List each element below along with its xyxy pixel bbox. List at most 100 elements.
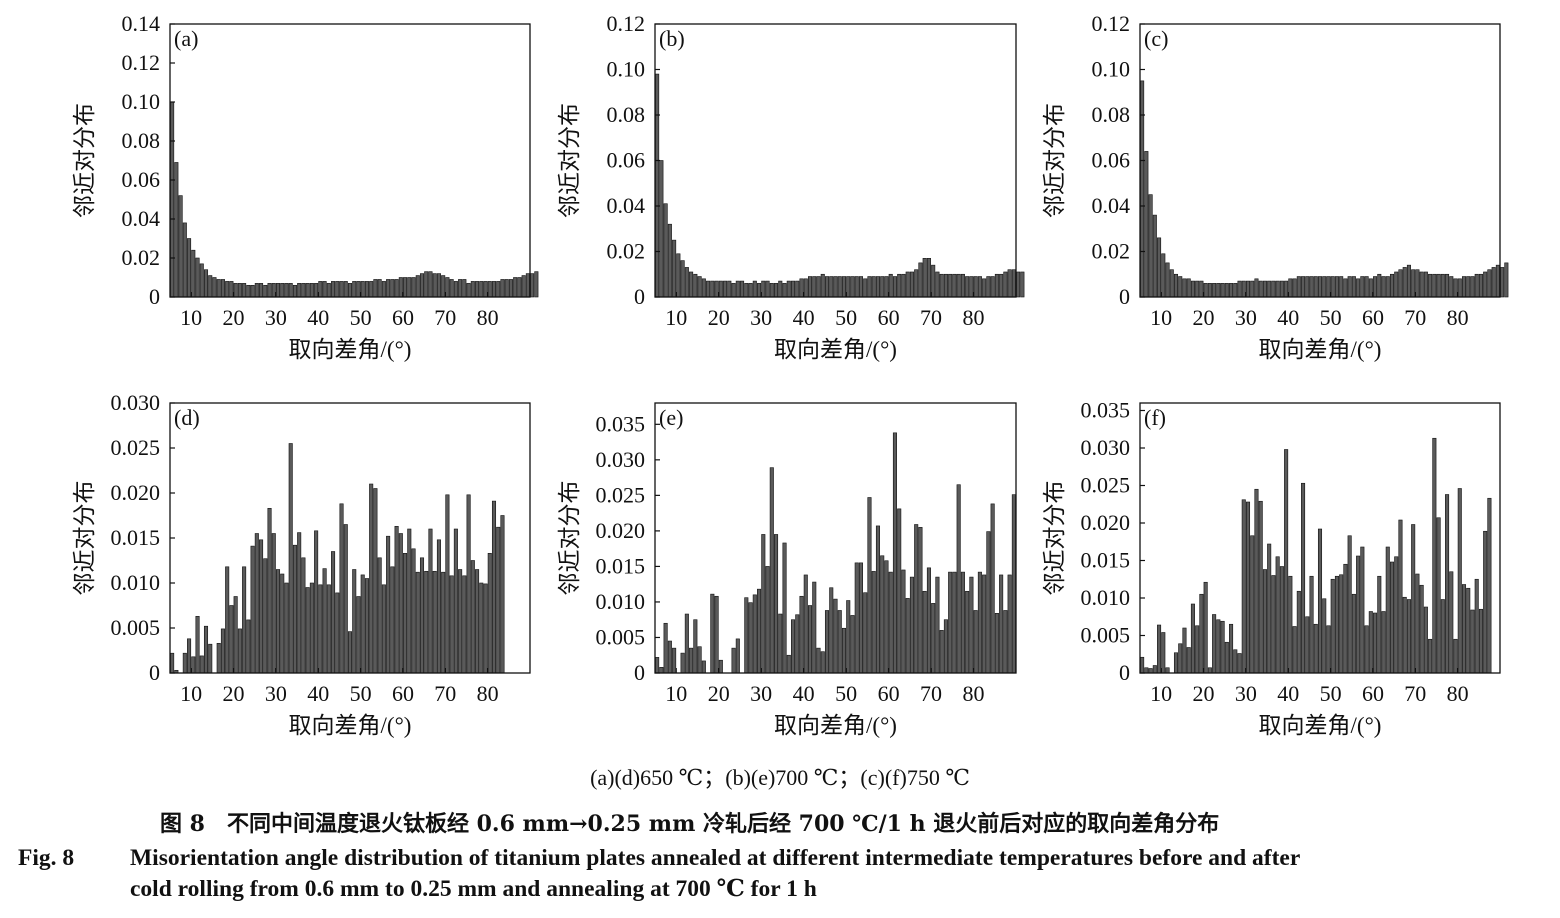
- panel-a-bar: [301, 283, 306, 298]
- panel-b-bar: [982, 278, 987, 298]
- panel-a-bar: [445, 277, 450, 298]
- panel-a-bar: [436, 273, 441, 298]
- panel-a-ytick-label: 0.04: [122, 206, 161, 231]
- panel-b-bar: [926, 258, 931, 298]
- panel-f-xtick-label: 40: [1277, 681, 1299, 706]
- panel-d-bar: [381, 584, 386, 674]
- panel-a-bar: [364, 281, 369, 298]
- panel-d-ytick-label: 0.005: [111, 615, 161, 640]
- panel-c-bar: [1229, 283, 1234, 298]
- panel-f-bar: [1360, 546, 1365, 674]
- panel-e-bar: [824, 610, 830, 674]
- panel-c-bar: [1241, 280, 1246, 298]
- panel-f-bar: [1148, 668, 1153, 674]
- panel-f-bar: [1347, 535, 1352, 674]
- panel-d-xtick-label: 20: [223, 681, 245, 706]
- panel-e-bar: [718, 659, 723, 674]
- panel-b-bar: [795, 280, 800, 298]
- panel-f-bar: [1326, 625, 1331, 674]
- panel-a-ytick-label: 0.06: [122, 167, 161, 192]
- panel-c-bar: [1212, 283, 1217, 298]
- panel-e-bar: [659, 667, 664, 674]
- panel-a-bar: [208, 275, 213, 298]
- panel-a-bar: [470, 281, 475, 298]
- panel-f-bar: [1436, 517, 1441, 674]
- panel-d-bar: [479, 582, 484, 674]
- panel-f-bar: [1356, 555, 1361, 674]
- panel-e-bar: [655, 657, 660, 674]
- panel-d-xtick-label: 30: [265, 681, 287, 706]
- panel-a-bar: [292, 284, 297, 298]
- panel-b-bar: [693, 273, 698, 298]
- panel-b-bar: [680, 260, 685, 298]
- panel-a-bar: [225, 281, 230, 298]
- panel-d-bar: [233, 596, 238, 674]
- panel-b-bar: [909, 271, 914, 298]
- panel-e-xtick-label: 50: [835, 681, 857, 706]
- panel-f-bar: [1237, 653, 1242, 674]
- panel-f-bar: [1292, 626, 1297, 674]
- panel-f-bar: [1330, 578, 1335, 674]
- panel-b-bar: [731, 283, 736, 298]
- panel-c-bar: [1207, 283, 1212, 298]
- panel-e-bar: [952, 571, 957, 674]
- panel-c-bar: [1389, 273, 1395, 298]
- panel-a-xlabel: 取向差角/(°): [289, 337, 412, 362]
- panel-e-bar: [850, 615, 855, 674]
- caption-english-line1: Misorientation angle distribution of tit…: [130, 845, 1301, 871]
- panel-f-bar: [1203, 581, 1208, 674]
- panel-e-bar: [778, 613, 783, 674]
- panel-c-bar: [1398, 269, 1403, 298]
- panel-b-bar: [922, 258, 927, 298]
- panel-d-bar: [394, 525, 399, 674]
- panel-a-bar: [496, 281, 501, 298]
- panel-f-bar: [1199, 593, 1204, 674]
- panel-e-bar: [948, 571, 953, 674]
- panel-e-bar: [905, 598, 910, 674]
- panel-f-bar: [1296, 590, 1301, 674]
- panel-a-bar: [491, 281, 497, 298]
- panel-e-bar: [854, 562, 859, 674]
- panel-b-bar: [710, 280, 715, 298]
- panel-a-bar: [356, 281, 361, 298]
- panel-f-bar: [1364, 625, 1369, 674]
- panel-f-bar: [1428, 638, 1433, 674]
- panel-c-bar: [1313, 276, 1318, 298]
- panel-e-bar: [999, 574, 1004, 674]
- panel-b-bar: [718, 280, 723, 298]
- panel-d-bar: [441, 571, 446, 674]
- panel-c-bar: [1428, 273, 1433, 298]
- panel-e-bar: [867, 497, 872, 674]
- panel-f-bar: [1432, 437, 1437, 674]
- panel-d-bar: [199, 655, 204, 674]
- panel-b-bar: [667, 223, 672, 298]
- panel-a-bar: [347, 283, 353, 298]
- panel-d-bar: [203, 625, 209, 674]
- panel-f-bar: [1440, 599, 1445, 674]
- panel-d-xtick-label: 80: [477, 681, 499, 706]
- panel-b-bar: [659, 160, 664, 298]
- panel-e-bar: [807, 605, 813, 674]
- panel-b-bar: [824, 276, 830, 298]
- panel-f-bar: [1288, 575, 1293, 674]
- panel-e-bar: [994, 613, 999, 674]
- panel-b-bar: [820, 273, 825, 298]
- panel-f-bar: [1271, 575, 1276, 674]
- panel-a-bar: [487, 281, 492, 298]
- panel-b-bar: [655, 73, 660, 298]
- panel-e-bar: [744, 597, 749, 674]
- panel-c-bar: [1470, 276, 1475, 298]
- panel-a-bar: [246, 284, 251, 298]
- panel-c-bar: [1461, 276, 1467, 298]
- panel-e-bar: [986, 531, 991, 674]
- panel-e-xlabel: 取向差角/(°): [774, 713, 897, 738]
- panel-f-bar: [1466, 587, 1471, 674]
- panel-b-bar: [799, 278, 804, 298]
- panel-f-bar: [1284, 449, 1289, 674]
- panel-e-ytick-label: 0.015: [596, 553, 646, 578]
- panel-d-bar: [419, 557, 425, 674]
- panel-c-bar: [1326, 276, 1331, 298]
- panel-f-label: (f): [1144, 405, 1166, 430]
- panel-d-bar: [225, 566, 230, 674]
- panel-e-xtick-label: 10: [665, 681, 687, 706]
